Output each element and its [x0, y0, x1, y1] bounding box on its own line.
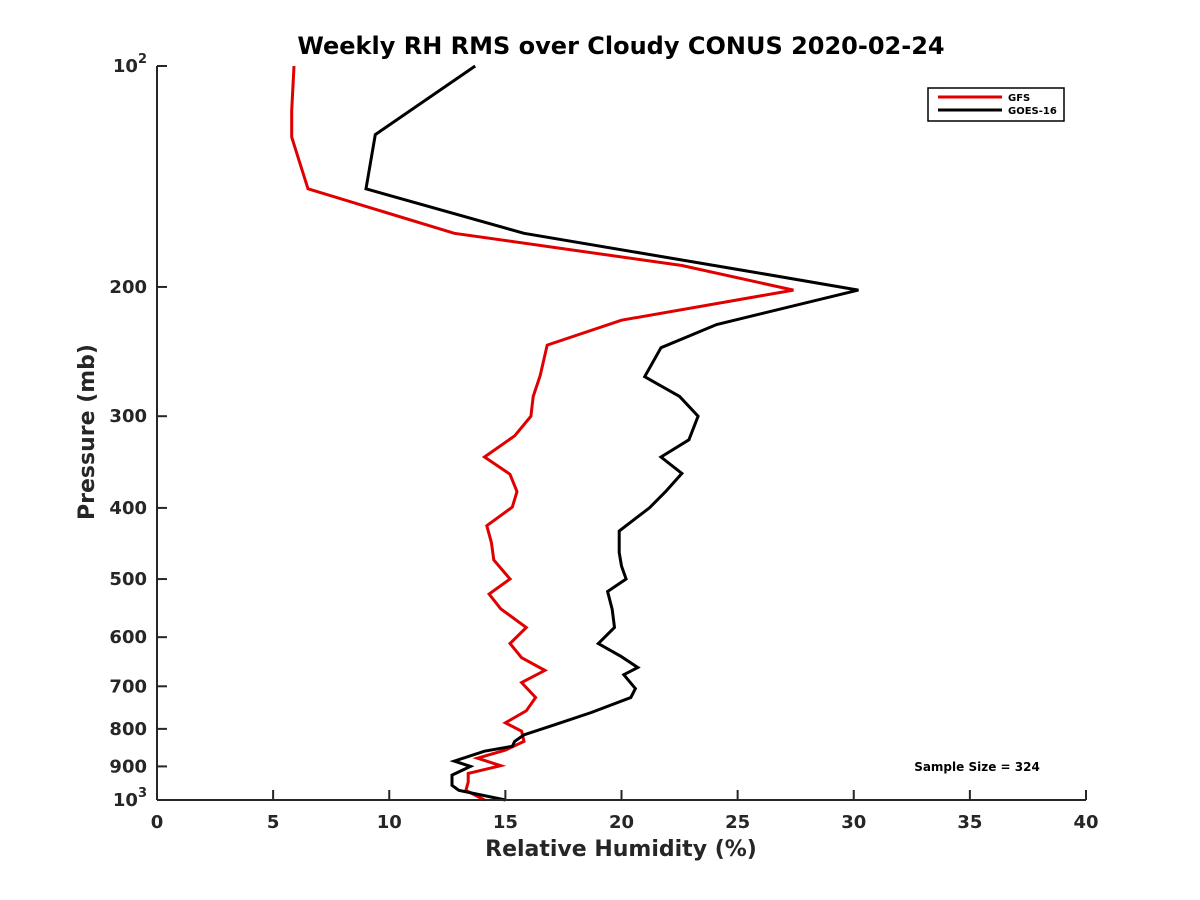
y-tick-label: 400: [109, 498, 147, 519]
y-tick-label: 600: [109, 627, 147, 648]
y-tick-label: 103: [113, 786, 147, 811]
plot-area: 0 5 10 15 20 25 30 35 40 102 200 300 400 500 600 700 800…: [109, 52, 1098, 833]
y-tick-label: 900: [109, 756, 147, 777]
chart-title: Weekly RH RMS over Cloudy CONUS 2020-02-…: [297, 32, 944, 60]
series-line-goes-16: [364, 64, 859, 802]
x-tick-label: 10: [377, 812, 402, 833]
legend: GFS GOES-16: [927, 87, 1065, 122]
y-tick-label: 300: [109, 406, 147, 427]
x-tick-label: 15: [493, 812, 518, 833]
legend-box: [927, 87, 1065, 122]
x-tick-label: 5: [267, 812, 280, 833]
x-tick-label: 30: [841, 812, 866, 833]
x-tick-label: 40: [1073, 812, 1098, 833]
series-line-gfs: [290, 65, 794, 802]
x-tick-label: 25: [725, 812, 750, 833]
x-axis-label: Relative Humidity (%): [485, 837, 757, 862]
x-tick-label: 20: [609, 812, 634, 833]
x-tick-label: 35: [957, 812, 982, 833]
legend-label-goes-16: GOES-16: [1008, 106, 1057, 117]
axes: 0 5 10 15 20 25 30 35 40 102 200 300 400 500 600 700 800…: [109, 52, 1098, 833]
y-tick-label: 200: [109, 277, 147, 298]
y-axis-label: Pressure (mb): [75, 344, 100, 520]
sample-size-annotation: Sample Size = 324: [914, 760, 1040, 774]
y-tick-label: 700: [109, 676, 147, 697]
y-tick-label: 800: [109, 719, 147, 740]
legend-label-gfs: GFS: [1008, 93, 1030, 104]
series-layer: [290, 64, 859, 802]
y-tick-label: 500: [109, 569, 147, 590]
x-tick-label: 0: [151, 812, 164, 833]
y-tick-label: 102: [113, 52, 147, 77]
